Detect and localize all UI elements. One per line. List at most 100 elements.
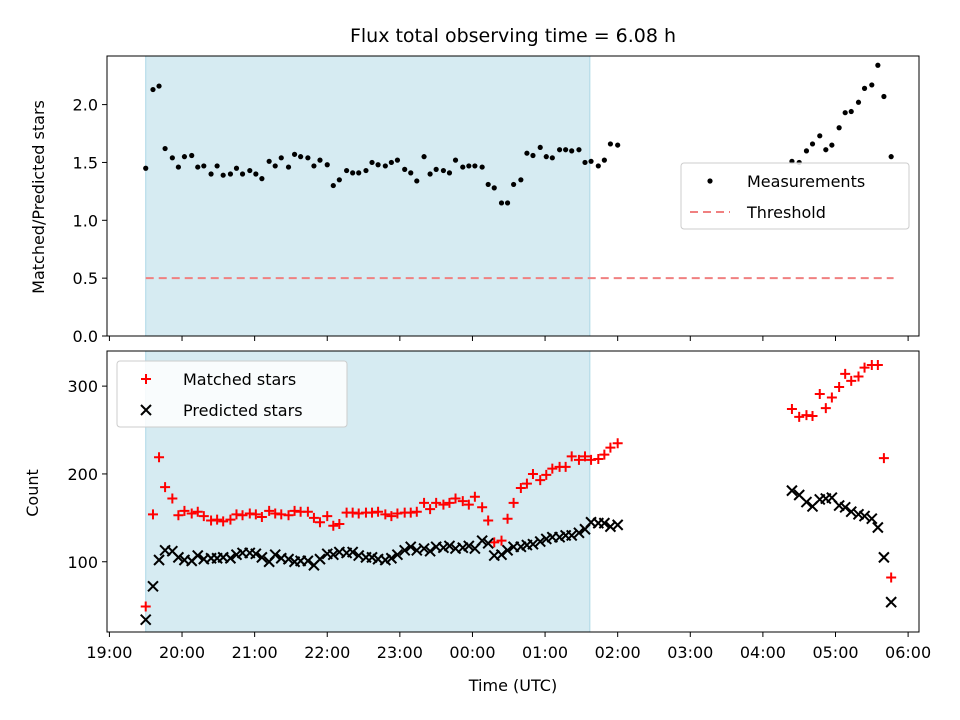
- data-point: [239, 171, 246, 177]
- data-point: [878, 453, 889, 464]
- data-point: [477, 502, 488, 513]
- data-point: [482, 537, 494, 550]
- data-point: [527, 538, 539, 550]
- data-point: [375, 162, 381, 168]
- data-point: [162, 145, 168, 152]
- data-point: [424, 545, 436, 557]
- data-point: [521, 478, 532, 489]
- data-point: [457, 496, 468, 507]
- data-point: [534, 535, 546, 548]
- data-point: [872, 360, 883, 371]
- data-point: [515, 482, 526, 493]
- data-point: [227, 171, 234, 177]
- chart-title: Flux total observing time = 6.08 h: [350, 25, 676, 47]
- data-point: [201, 163, 207, 169]
- data-point: [595, 163, 601, 169]
- data-point: [496, 535, 507, 546]
- data-point: [607, 141, 614, 147]
- data-point: [611, 519, 624, 531]
- ratio-panel: 0.0 0.5 1.0 1.5 2.0 Measurements Threshold: [73, 55, 920, 346]
- y-tick-label: 1.5: [73, 153, 98, 172]
- legend: Measurements Threshold: [680, 162, 910, 230]
- legend-label: Matched stars: [183, 370, 296, 389]
- x-axis-label: Time (UTC): [468, 676, 557, 695]
- legend-label: Predicted stars: [183, 401, 303, 420]
- data-point: [800, 496, 813, 508]
- legend-box: [116, 360, 348, 428]
- data-point: [302, 506, 313, 517]
- data-point: [173, 510, 184, 521]
- data-point: [527, 468, 538, 479]
- data-point: [786, 484, 798, 497]
- axes-frame: [106, 350, 920, 633]
- data-point: [324, 162, 330, 168]
- data-point: [580, 451, 591, 462]
- data-point: [598, 517, 611, 529]
- data-point: [601, 157, 607, 163]
- x-tick-label: 19:00: [86, 643, 132, 662]
- data-point: [385, 552, 398, 564]
- data-point: [256, 511, 267, 522]
- data-point: [541, 469, 552, 480]
- legend-box: [680, 162, 910, 230]
- data-point: [491, 185, 497, 191]
- data-point: [247, 167, 253, 174]
- data-point: [537, 144, 543, 151]
- data-point: [386, 511, 397, 522]
- data-point: [398, 544, 411, 557]
- data-point: [179, 505, 190, 516]
- data-point: [225, 514, 236, 525]
- data-point: [836, 125, 842, 131]
- data-point: [809, 141, 816, 147]
- data-point: [826, 392, 837, 403]
- data-point: [820, 403, 831, 414]
- y-tick-label: 100: [67, 553, 98, 572]
- data-point: [612, 438, 623, 449]
- data-point: [405, 541, 417, 553]
- y-tick-label: 200: [67, 465, 98, 484]
- data-point: [869, 82, 875, 88]
- data-point: [369, 159, 375, 166]
- data-point: [336, 177, 342, 183]
- data-point: [269, 549, 281, 561]
- data-point: [363, 167, 369, 174]
- data-point: [344, 167, 350, 174]
- data-point: [172, 551, 185, 564]
- data-point: [411, 506, 422, 517]
- legend-entry: Predicted stars: [140, 401, 303, 420]
- legend-entry: Matched stars: [141, 370, 296, 389]
- data-point: [140, 601, 151, 612]
- series-matched-stars: [140, 360, 897, 612]
- data-point: [886, 572, 897, 583]
- data-point: [573, 454, 584, 465]
- x-tick-label: 21:00: [232, 643, 278, 662]
- data-point: [427, 171, 433, 177]
- data-point: [858, 510, 871, 522]
- y-tick-label: 0.5: [73, 269, 98, 288]
- data-point: [214, 163, 220, 169]
- y-tick-label: 1.0: [73, 211, 98, 230]
- x-tick-label: 03:00: [667, 643, 713, 662]
- data-point: [829, 142, 835, 148]
- data-point: [285, 164, 292, 170]
- data-point: [169, 155, 175, 161]
- data-point: [875, 62, 881, 68]
- data-point: [834, 382, 845, 393]
- data-point: [380, 509, 391, 520]
- data-point: [419, 497, 430, 508]
- data-point: [485, 181, 491, 188]
- x-tick-label: 01:00: [522, 643, 568, 662]
- data-point: [192, 506, 203, 517]
- data-point: [446, 170, 453, 176]
- data-point: [266, 158, 272, 164]
- data-point: [322, 511, 333, 522]
- x-tick-label: 00:00: [449, 643, 495, 662]
- data-point: [272, 163, 278, 169]
- data-point: [885, 596, 897, 608]
- data-point: [566, 451, 577, 462]
- data-point: [855, 99, 862, 105]
- data-point: [463, 499, 474, 510]
- data-point: [463, 540, 475, 552]
- data-point: [845, 505, 857, 518]
- data-point: [256, 551, 268, 564]
